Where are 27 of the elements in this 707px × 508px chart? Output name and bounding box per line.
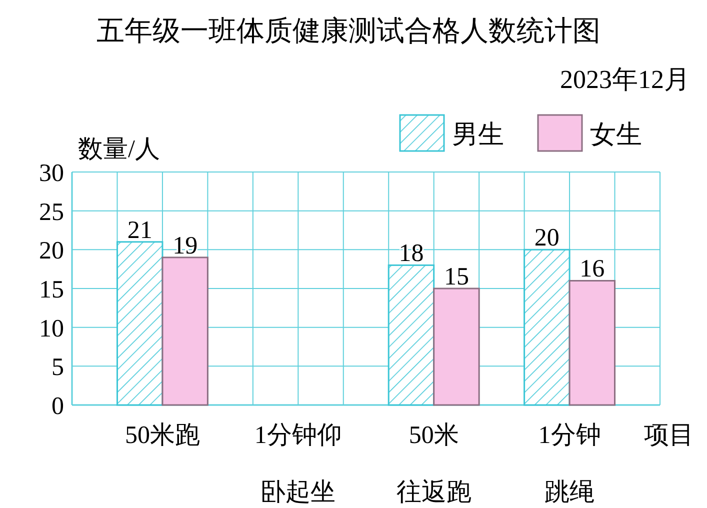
data-label: 16 bbox=[580, 256, 605, 283]
y-tick-label: 0 bbox=[52, 393, 64, 420]
y-tick-label: 5 bbox=[52, 354, 64, 382]
data-label: 20 bbox=[534, 224, 560, 252]
bar bbox=[162, 256, 208, 406]
category-label: 50米往返跑 bbox=[396, 422, 472, 506]
legend-label: 男生 bbox=[452, 120, 504, 149]
y-tick-label: 25 bbox=[39, 198, 64, 226]
bar bbox=[568, 280, 616, 406]
bar bbox=[388, 264, 435, 406]
y-axis-title: 数量/人 bbox=[78, 136, 160, 163]
bar bbox=[433, 288, 480, 406]
x-axis-title: 项目 bbox=[644, 422, 694, 449]
category-label: 1分钟仰卧起坐 bbox=[254, 422, 342, 506]
legend-label: 女生 bbox=[590, 120, 642, 149]
y-tick-label: 30 bbox=[39, 160, 64, 187]
chart-subtitle: 2023年12月 bbox=[560, 65, 690, 94]
x-tick-label: 50米跑 bbox=[124, 422, 200, 449]
y-tick-label: 20 bbox=[39, 238, 64, 265]
y-tick-label: 10 bbox=[39, 315, 64, 342]
data-label: 21 bbox=[127, 216, 152, 244]
bar bbox=[116, 241, 164, 406]
y-tick-label: 15 bbox=[39, 276, 64, 304]
category-label: 1分钟跳绳 bbox=[538, 422, 601, 506]
chart-title: 五年级一班体质健康测试合格人数统计图 bbox=[96, 16, 600, 47]
data-label: 15 bbox=[444, 264, 469, 290]
bar bbox=[524, 248, 570, 406]
